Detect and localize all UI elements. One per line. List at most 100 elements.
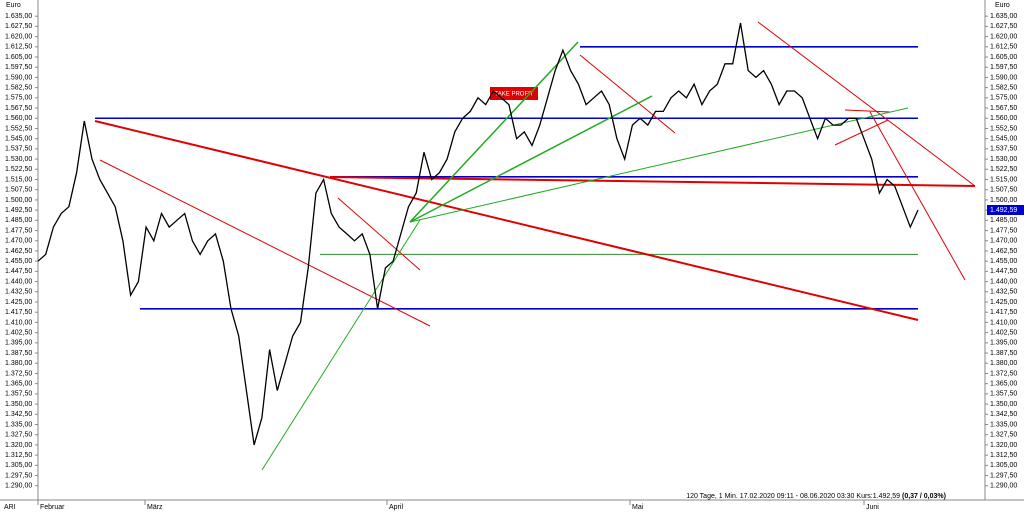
y-tick-label: 1.365,00 (5, 381, 32, 388)
y-tick-label: 1.567,50 (990, 105, 1017, 112)
y-tick-label: 1.455,00 (5, 258, 32, 265)
y-tick-label: 1.515,00 (990, 176, 1017, 183)
last-price-label: 1.492,59 (990, 207, 1017, 214)
trend-line (844, 109, 891, 113)
y-tick-label: 1.635,00 (5, 13, 32, 20)
trend-line (261, 219, 421, 471)
y-tick-label: 1.320,00 (990, 442, 1017, 449)
y-tick-label: 1.515,00 (5, 176, 32, 183)
y-tick-label: 1.462,50 (5, 248, 32, 255)
y-tick-label: 1.447,50 (990, 268, 1017, 275)
y-tick-label: 1.425,00 (990, 299, 1017, 306)
y-tick-label: 1.320,00 (5, 442, 32, 449)
y-tick-label: 1.380,00 (5, 360, 32, 367)
y-tick-label: 1.357,50 (990, 391, 1017, 398)
y-tick-label: 1.432,50 (990, 289, 1017, 296)
instrument: ARI (4, 504, 16, 511)
y-unit-right: Euro (995, 2, 1010, 9)
y-tick-label: 1.342,50 (990, 411, 1017, 418)
y-tick-label: 1.485,00 (990, 217, 1017, 224)
y-tick-label: 1.500,00 (990, 197, 1017, 204)
trend-line (409, 107, 909, 223)
y-tick-label: 1.470,00 (990, 238, 1017, 245)
y-tick-label: 1.485,00 (5, 217, 32, 224)
y-tick-label: 1.350,00 (990, 401, 1017, 408)
y-tick-label: 1.372,50 (5, 370, 32, 377)
y-tick-label: 1.305,00 (990, 462, 1017, 469)
y-tick-label: 1.560,00 (990, 115, 1017, 122)
y-tick-label: 1.312,50 (5, 452, 32, 459)
y-tick-label: 1.290,00 (5, 483, 32, 490)
y-tick-label: 1.530,00 (5, 156, 32, 163)
y-tick-label: 1.335,00 (5, 421, 32, 428)
y-tick-label: 1.477,50 (990, 227, 1017, 234)
y-tick-label: 1.440,00 (990, 278, 1017, 285)
y-tick-label: 1.387,50 (990, 350, 1017, 357)
y-tick-label: 1.605,00 (990, 54, 1017, 61)
y-tick-label: 1.537,50 (990, 146, 1017, 153)
y-tick-label: 1.530,00 (990, 156, 1017, 163)
y-tick-label: 1.552,50 (5, 125, 32, 132)
y-tick-label: 1.395,00 (990, 340, 1017, 347)
y-tick-label: 1.297,50 (990, 472, 1017, 479)
y-tick-label: 1.522,50 (990, 166, 1017, 173)
trend-line (409, 41, 579, 223)
y-tick-label: 1.470,00 (5, 238, 32, 245)
y-tick-label: 1.582,50 (990, 84, 1017, 91)
trend-line (329, 176, 976, 187)
y-tick-label: 1.395,00 (5, 340, 32, 347)
y-tick-label: 1.455,00 (990, 258, 1017, 265)
trend-line (869, 111, 966, 281)
y-tick-label: 1.582,50 (5, 84, 32, 91)
x-tick-label: Februar (40, 504, 65, 511)
footer: 120 Tage, 1 Min. 17.02.2020 09:11 - 08.0… (686, 493, 900, 500)
y-tick-label: 1.425,00 (5, 299, 32, 306)
y-tick-label: 1.477,50 (5, 227, 32, 234)
y-unit-left: Euro (6, 2, 21, 9)
y-tick-label: 1.552,50 (990, 125, 1017, 132)
trend-line (579, 54, 676, 134)
y-tick-label: 1.560,00 (5, 115, 32, 122)
y-tick-label: 1.620,00 (990, 33, 1017, 40)
y-tick-label: 1.447,50 (5, 268, 32, 275)
y-tick-label: 1.507,50 (5, 187, 32, 194)
y-tick-label: 1.440,00 (5, 278, 32, 285)
x-tick-label: Mai (632, 504, 644, 511)
y-tick-label: 1.537,50 (5, 146, 32, 153)
y-tick-label: 1.290,00 (990, 483, 1017, 490)
y-tick-label: 1.312,50 (990, 452, 1017, 459)
y-tick-label: 1.612,50 (5, 44, 32, 51)
y-tick-label: 1.597,50 (990, 64, 1017, 71)
y-tick-label: 1.417,50 (990, 309, 1017, 316)
y-tick-label: 1.357,50 (5, 391, 32, 398)
y-tick-label: 1.372,50 (990, 370, 1017, 377)
y-tick-label: 1.432,50 (5, 289, 32, 296)
y-tick-label: 1.545,00 (5, 136, 32, 143)
y-tick-label: 1.380,00 (990, 360, 1017, 367)
y-tick-label: 1.410,00 (5, 319, 32, 326)
y-tick-label: 1.410,00 (990, 319, 1017, 326)
y-tick-label: 1.297,50 (5, 472, 32, 479)
trend-line (99, 159, 431, 327)
y-tick-label: 1.635,00 (990, 13, 1017, 20)
y-tick-label: 1.417,50 (5, 309, 32, 316)
y-tick-label: 1.620,00 (5, 33, 32, 40)
y-tick-label: 1.327,50 (990, 432, 1017, 439)
price-line (37, 22, 919, 446)
take-profit-label: TAKE PROFIT (495, 92, 534, 98)
y-tick-label: 1.507,50 (990, 187, 1017, 194)
x-tick-label: April (389, 504, 403, 511)
y-tick-label: 1.575,00 (5, 95, 32, 102)
y-tick-label: 1.492,50 (5, 207, 32, 214)
y-tick-label: 1.627,50 (990, 23, 1017, 30)
y-tick-label: 1.627,50 (5, 23, 32, 30)
y-tick-label: 1.335,00 (990, 421, 1017, 428)
y-tick-label: 1.612,50 (990, 44, 1017, 51)
y-tick-label: 1.590,00 (5, 74, 32, 81)
y-tick-label: 1.327,50 (5, 432, 32, 439)
y-tick-label: 1.567,50 (5, 105, 32, 112)
y-tick-label: 1.545,00 (990, 136, 1017, 143)
trend-line (94, 120, 919, 321)
